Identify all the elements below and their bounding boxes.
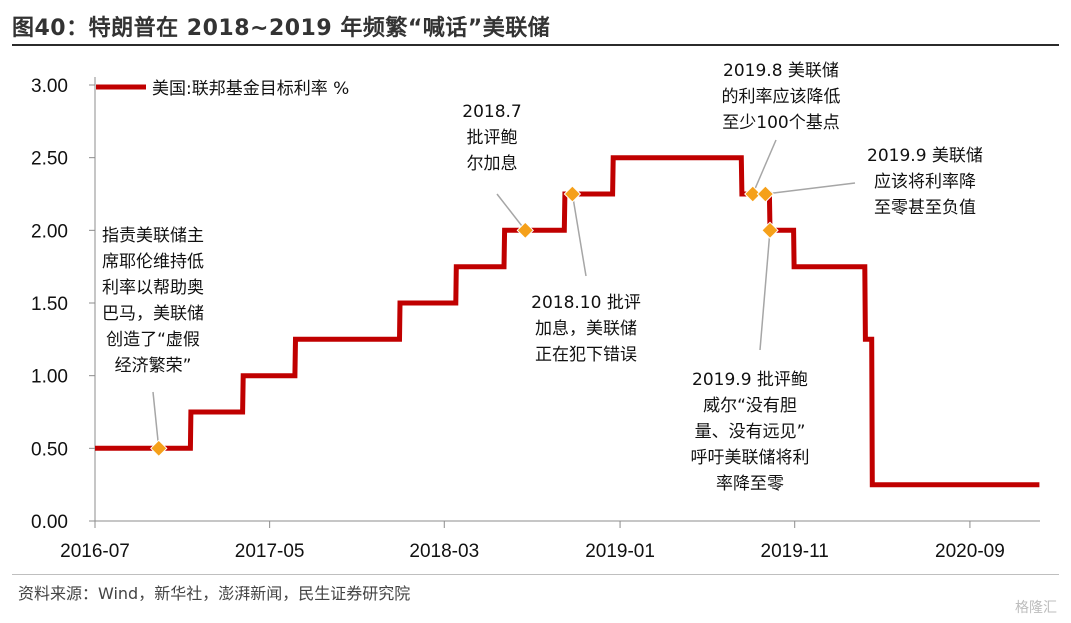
event-annotation: 2019.9 美联储应该将利率降至零甚至负值 [867, 146, 983, 218]
x-tick-label: 2019-11 [761, 541, 829, 562]
event-marker-diamond [744, 185, 762, 203]
series-layer [95, 155, 1040, 488]
x-tick-label: 2017-05 [235, 541, 305, 562]
event-marker-diamond [150, 439, 168, 458]
y-tick-label: 3.00 [31, 76, 68, 97]
x-tick-label: 2020-09 [935, 541, 1005, 562]
y-tick-label: 1.00 [31, 367, 68, 388]
x-tick-labels: 2016-07 2017-05 2018-03 2019-01 2019-11 2020-… [60, 521, 1005, 562]
event-annotation: 2018.7 批评鲍尔加息 [462, 102, 521, 174]
x-tick-label: 2018-03 [409, 541, 479, 562]
event-annotation: 2019.9 批评鲍威尔“没有胆量、没有远见”呼吁美联储将利率降至零 [691, 370, 810, 494]
page-title: 图40：特朗普在 2018~2019 年频繁“喊话”美联储 [12, 16, 551, 41]
chart-frame [12, 46, 1059, 575]
annotation-leader-line [496, 193, 526, 231]
x-tick-label: 2016-07 [60, 541, 130, 562]
legend-label: 美国:联邦基金目标利率 % [152, 79, 349, 99]
y-tick-label: 2.00 [31, 221, 68, 242]
y-tick-label: 1.50 [31, 294, 68, 315]
legend: 美国:联邦基金目标利率 % [96, 79, 349, 99]
event-marker-diamond [761, 221, 779, 240]
source-note: 资料来源：Wind，新华社，澎湃新闻，民生证券研究院 [18, 584, 411, 603]
watermark: 格隆汇 [1015, 600, 1057, 616]
event-annotation: 2018.10 批评加息，美联储正在犯下错误 [531, 293, 641, 365]
rate-chart: 0.00 0.50 1.00 1.50 2.00 2.50 3.00 2016-07 2017… [31, 61, 1040, 562]
y-tick-label: 2.50 [31, 149, 68, 170]
event-marker-diamond [516, 221, 534, 240]
series-line-fed-funds-rate [95, 155, 1040, 488]
event-markers [150, 185, 779, 458]
annotation-leaders [152, 139, 856, 449]
annotation-leader-line [571, 193, 587, 277]
annotation-leader-line [152, 391, 160, 449]
title-divider [12, 44, 1059, 46]
event-marker-diamond [756, 185, 775, 203]
event-annotation: 2019.8 美联储的利率应该降低至少100个基点 [722, 61, 841, 133]
annotation-leader-line [759, 230, 771, 351]
event-annotation: 指责美联储主席耶伦维持低利率以帮助奥巴马，美联储创造了“虚假经济繁荣” [102, 226, 204, 376]
annotation-leader-line [752, 139, 777, 195]
x-tick-label: 2019-01 [585, 541, 655, 562]
y-tick-label: 0.50 [31, 439, 68, 460]
y-tick-label: 0.00 [31, 512, 68, 533]
annotations: 指责美联储主席耶伦维持低利率以帮助奥巴马，美联储创造了“虚假经济繁荣” 2018.… [102, 61, 983, 494]
annotation-leader-line [765, 182, 856, 195]
event-marker-diamond [563, 185, 582, 203]
y-tick-labels: 0.00 0.50 1.00 1.50 2.00 2.50 3.00 [31, 76, 95, 533]
